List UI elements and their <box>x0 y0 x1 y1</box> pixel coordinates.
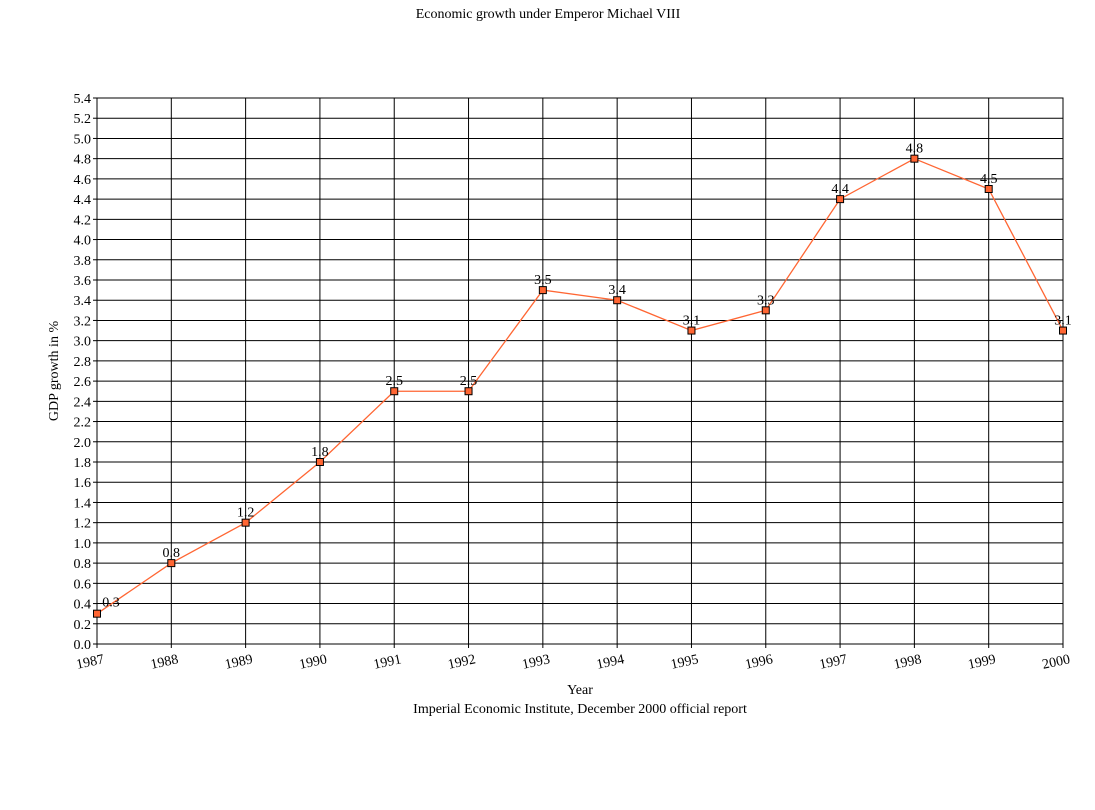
y-tick-label: 2.6 <box>74 375 92 390</box>
data-point <box>1059 326 1067 335</box>
data-point <box>613 296 622 305</box>
y-tick-label: 3.8 <box>74 254 92 269</box>
x-tick-label: 1991 <box>372 652 403 672</box>
x-tick-label: 1988 <box>149 652 180 672</box>
x-tick-label: 1997 <box>818 652 849 672</box>
y-tick-label: 1.8 <box>74 456 92 471</box>
x-tick-label: 1987 <box>75 652 106 672</box>
y-axis-label: GDP growth in % <box>47 321 62 422</box>
data-point <box>761 306 770 315</box>
data-point <box>93 609 101 618</box>
data-label: 0.3 <box>102 596 120 611</box>
axes <box>96 97 1064 645</box>
x-tick-label: 1989 <box>224 652 255 672</box>
data-label: 1.8 <box>311 445 329 460</box>
y-tick-label: 4.4 <box>74 193 92 208</box>
plot-frame <box>96 97 1064 645</box>
x-tick-label: 1999 <box>967 652 998 672</box>
x-tick-label: 1993 <box>521 652 552 672</box>
data-label: 0.8 <box>163 546 181 561</box>
x-tick-label: 1996 <box>744 652 775 672</box>
data-point <box>390 387 399 396</box>
data-point <box>687 326 696 335</box>
data-label: 3.5 <box>534 273 552 288</box>
y-tick-label: 3.2 <box>74 314 92 329</box>
data-point <box>836 195 845 204</box>
y-tick-label: 5.2 <box>74 112 92 127</box>
y-tick-label: 5.4 <box>74 92 92 107</box>
data-point <box>464 387 473 396</box>
y-tick-label: 3.4 <box>74 294 92 309</box>
data-label: 2.5 <box>460 374 478 389</box>
data-point <box>910 154 919 163</box>
y-tick-label: 0.2 <box>74 618 92 633</box>
y-tick-label: 2.0 <box>74 436 92 451</box>
chart-source-note: Imperial Economic Institute, December 20… <box>413 702 747 717</box>
y-tick-label: 4.0 <box>74 234 92 249</box>
y-tick-label: 4.8 <box>74 153 92 168</box>
y-tick-label: 2.2 <box>74 416 92 431</box>
grid <box>96 97 1064 645</box>
data-label: 3.4 <box>608 283 626 298</box>
x-tick-label: 1995 <box>669 652 700 672</box>
data-label: 4.5 <box>980 172 998 187</box>
x-tick-label: 1992 <box>447 652 478 672</box>
series: 0.3 0.8 1.2 1.8 2.5 2.5 3.5 3.4 3.1 3.3 4.4 4.8 4.5 3… <box>93 142 1072 618</box>
data-label: 3.1 <box>1054 314 1072 329</box>
x-tick-label: 1990 <box>298 652 329 672</box>
y-axis-ticks: 0.0 0.2 0.4 0.6 0.8 1.0 1.2 1.4 1.6 1.8 2.0 2.2 2.4 2… <box>74 92 97 653</box>
y-tick-label: 5.0 <box>74 132 92 147</box>
x-axis-ticks: 1987 1988 1989 1990 1991 1992 1993 1994 1995 1996… <box>75 644 1072 673</box>
data-label: 2.5 <box>385 374 403 389</box>
y-tick-label: 4.2 <box>74 213 92 228</box>
y-tick-label: 0.6 <box>74 577 92 592</box>
data-point <box>241 518 250 527</box>
y-tick-label: 1.0 <box>74 537 92 552</box>
y-tick-label: 1.2 <box>74 517 92 532</box>
series-line <box>96 157 1064 615</box>
data-label: 4.4 <box>831 182 849 197</box>
y-tick-label: 1.6 <box>74 476 92 491</box>
data-point <box>167 559 176 568</box>
y-tick-label: 3.0 <box>74 335 92 350</box>
data-point <box>538 286 547 295</box>
data-label: 4.8 <box>906 142 924 157</box>
data-label: 1.2 <box>237 506 255 521</box>
data-point <box>984 185 993 193</box>
data-label: 3.3 <box>757 293 775 308</box>
x-tick-label: 1994 <box>595 652 626 672</box>
y-tick-label: 0.0 <box>74 638 92 653</box>
chart-title: Economic growth under Emperor Michael VI… <box>416 7 681 22</box>
y-tick-label: 3.6 <box>74 274 92 289</box>
y-tick-label: 2.8 <box>74 355 92 370</box>
y-tick-label: 0.4 <box>74 598 92 613</box>
y-tick-label: 2.4 <box>74 395 92 410</box>
data-label: 3.1 <box>683 314 701 329</box>
x-tick-label: 1998 <box>892 652 923 672</box>
x-axis-label: Year <box>567 683 593 698</box>
y-tick-label: 1.4 <box>74 496 92 511</box>
data-point <box>315 458 324 466</box>
y-tick-label: 4.6 <box>74 173 92 188</box>
x-tick-label: 2000 <box>1041 652 1072 672</box>
y-tick-label: 0.8 <box>74 557 92 572</box>
